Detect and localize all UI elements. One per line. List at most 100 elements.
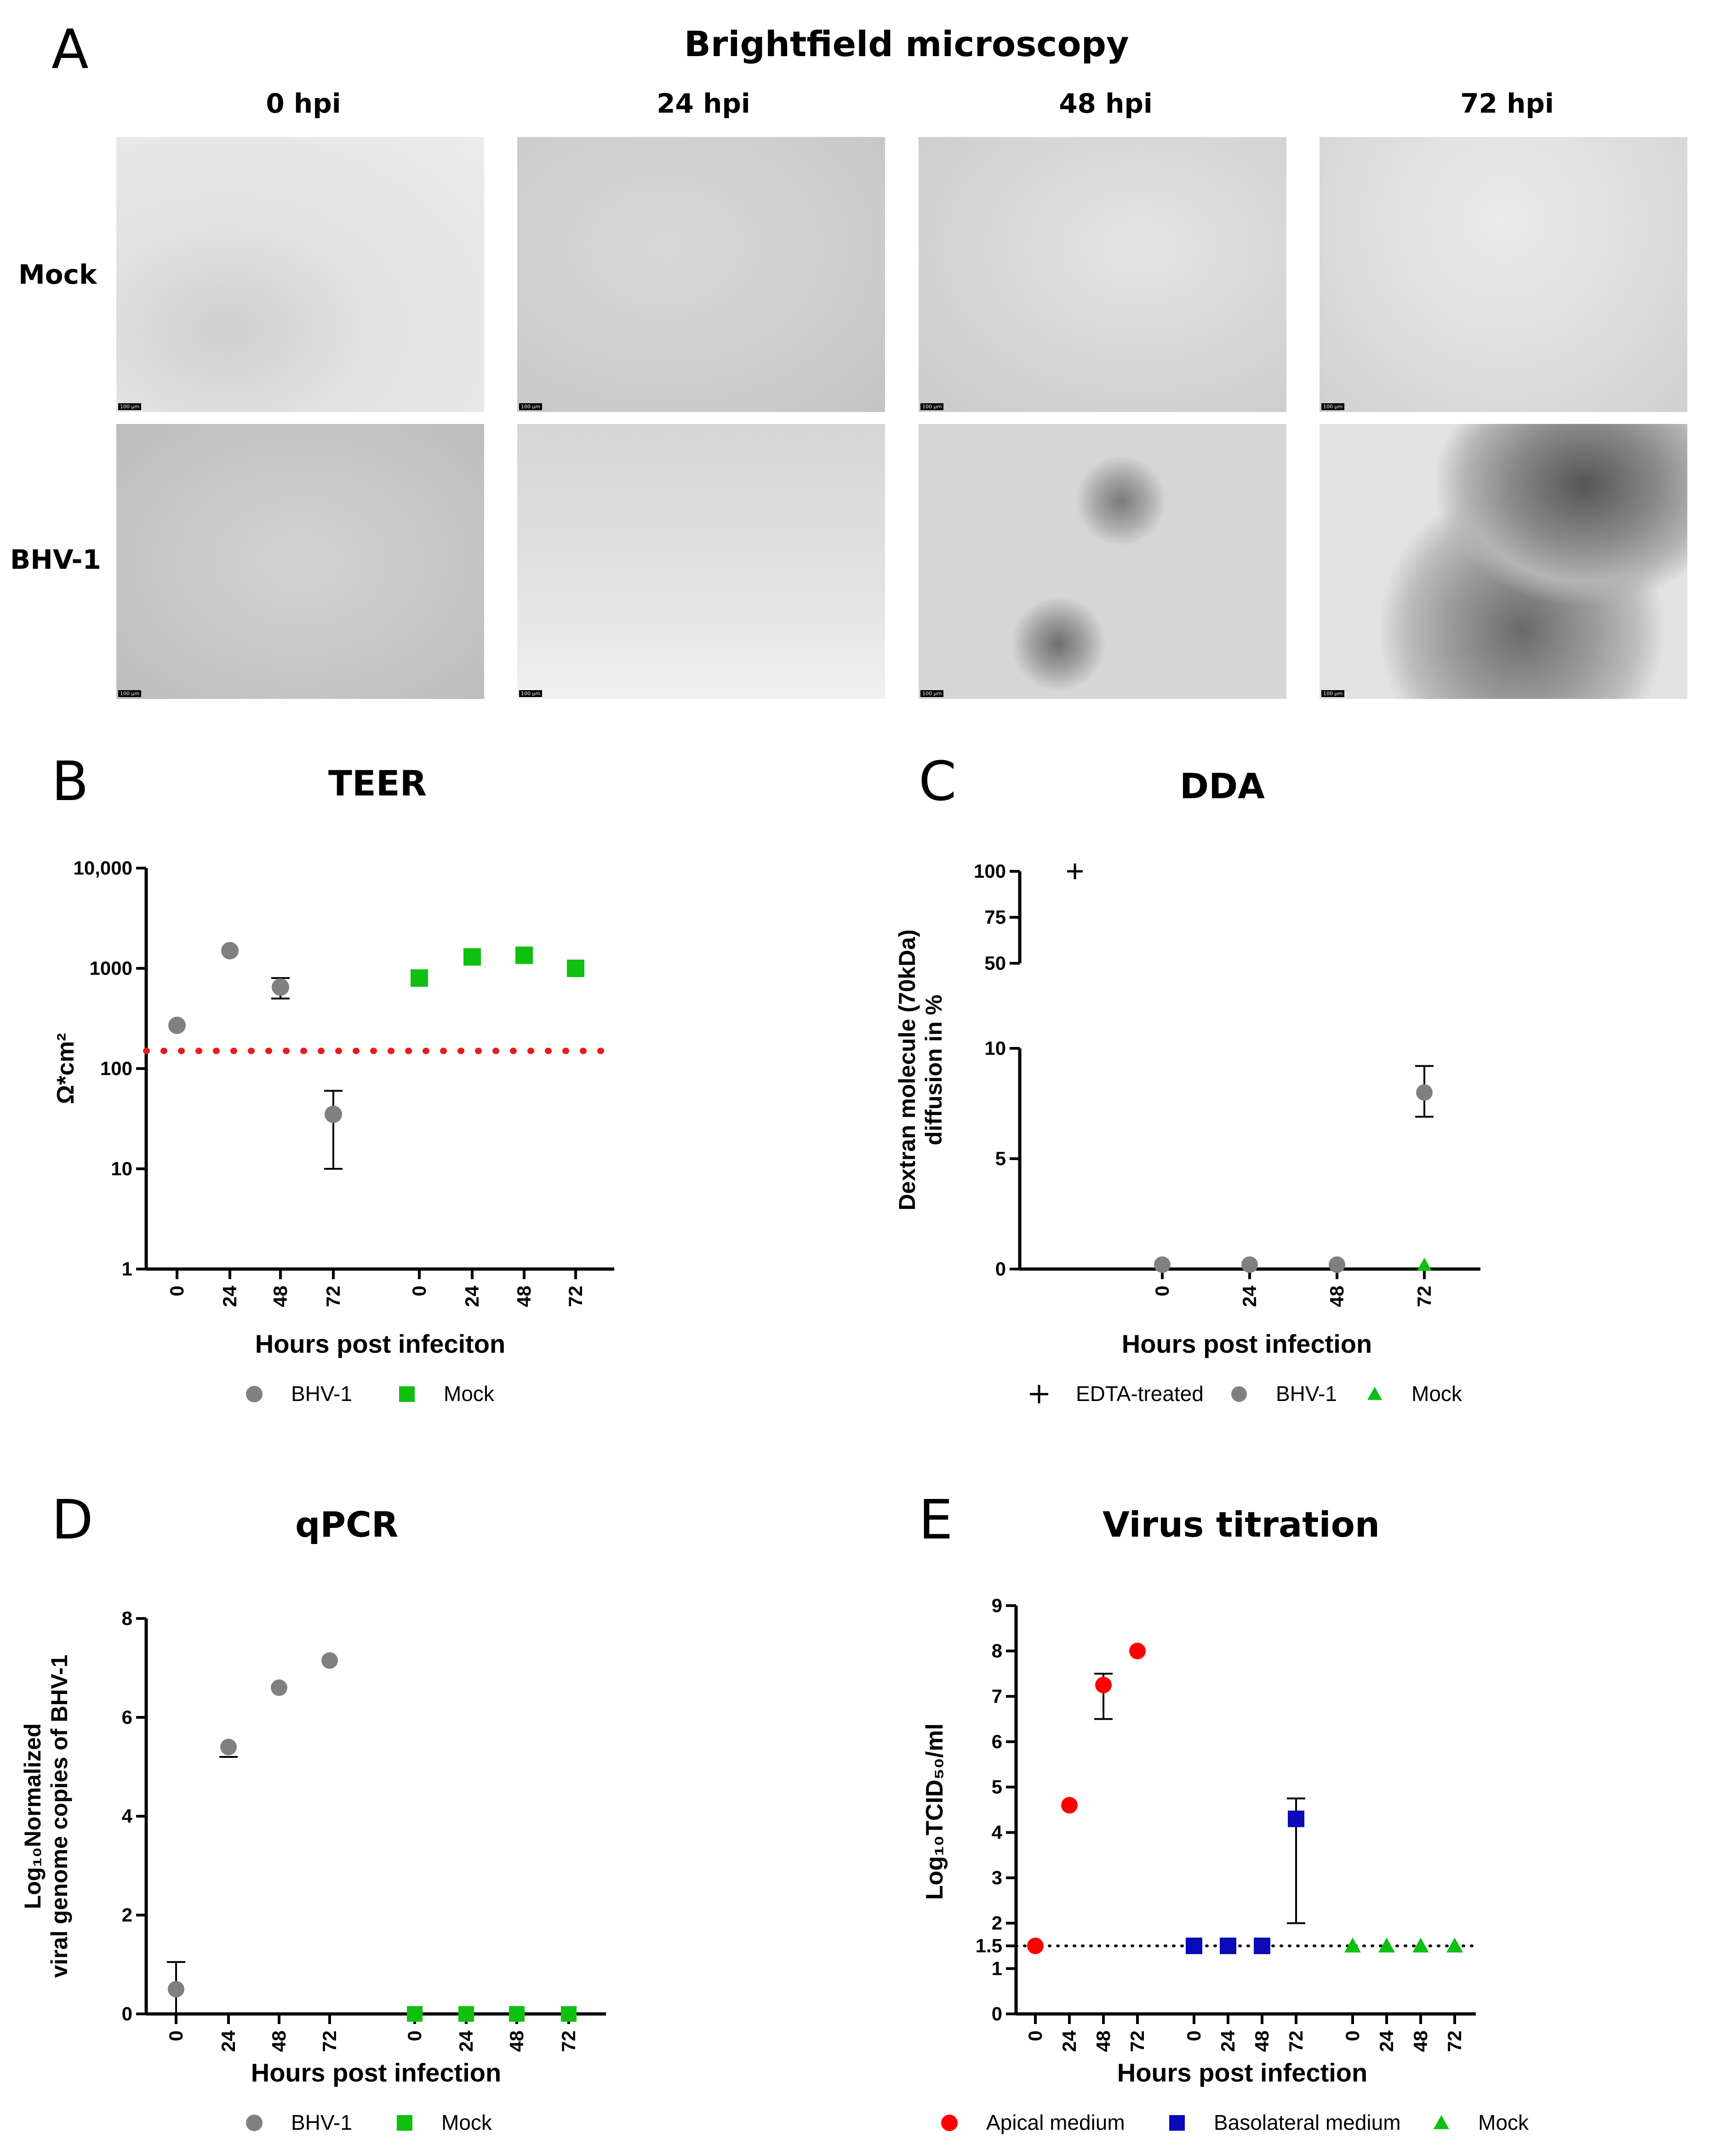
chart-d-xtick-4-label: 0 bbox=[404, 2030, 425, 2041]
chart-d-xlabel: Hours post infection bbox=[251, 2058, 501, 2087]
chart-e-xtick-11-label: 72 bbox=[1444, 2030, 1465, 2052]
scale-bar: 100 µm bbox=[1321, 690, 1345, 697]
chart-d-point-mock-0 bbox=[407, 2006, 423, 2022]
chart-e-virus-titration: 0 11.52 3 4 5 6 7 8 9 0 24 48 72 0 24 48 72 0 24 48 72 Log₁₀T… bbox=[921, 1595, 1529, 2134]
chart-b-point-1-3 bbox=[567, 960, 584, 977]
chart-e-point-2-3 bbox=[1446, 1938, 1463, 1953]
chart-e-ytick-9-label: 8 bbox=[992, 1640, 1002, 1662]
chart-e-xtick-1-label: 24 bbox=[1058, 2030, 1080, 2052]
scale-bar: 100 µm bbox=[118, 690, 142, 697]
chart-e-ytick-10-label: 9 bbox=[992, 1595, 1002, 1616]
chart-c-ytick-lower-1-label: 5 bbox=[995, 1148, 1006, 1169]
micrograph-bhv1-24hpi: 100 µm bbox=[517, 424, 885, 699]
panel-a-title: Brightfield microscopy bbox=[684, 23, 1129, 64]
chart-c-ytick-upper-1-label: 75 bbox=[984, 906, 1006, 928]
micrograph-bhv1-72hpi: 100 µm bbox=[1320, 424, 1687, 699]
legend-label-edta: EDTA-treated bbox=[1076, 1382, 1204, 1406]
chart-b-xtick-3-label: 72 bbox=[322, 1286, 344, 1307]
scale-bar: 100 µm bbox=[519, 403, 543, 410]
chart-d-xtick-7-label: 72 bbox=[558, 2030, 579, 2052]
chart-e-xtick-4-label: 0 bbox=[1183, 2030, 1205, 2041]
chart-c-xtick-3-label: 72 bbox=[1413, 1286, 1435, 1307]
chart-e-point-1-2 bbox=[1254, 1938, 1270, 1954]
column-title-0hpi: 0 hpi bbox=[266, 88, 341, 119]
chart-b-point-1-2 bbox=[515, 946, 533, 964]
micrograph-bhv1-0hpi: 100 µm bbox=[116, 424, 484, 699]
chart-e-xtick-2-label: 48 bbox=[1092, 2030, 1114, 2052]
chart-e-point-2-1 bbox=[1378, 1938, 1395, 1953]
chart-b-ytick-1-label: 10 bbox=[111, 1158, 132, 1179]
chart-b-point-0-3 bbox=[325, 1105, 342, 1123]
chart-e-point-1-1 bbox=[1220, 1938, 1236, 1954]
legend-label-basolateral: Basolateral medium bbox=[1214, 2110, 1401, 2134]
chart-e-point-2-0 bbox=[1344, 1938, 1361, 1953]
panel-letter-d: D bbox=[51, 1488, 93, 1551]
chart-c-xtick-0-label: 0 bbox=[1151, 1286, 1173, 1296]
legend-marker-bhv1 bbox=[246, 2115, 263, 2131]
chart-b-xtick-7-label: 72 bbox=[565, 1286, 586, 1307]
micrograph-mock-48hpi: 100 µm bbox=[919, 137, 1286, 412]
chart-c-xlabel: Hours post infection bbox=[1122, 1329, 1372, 1358]
chart-e-point-0-2 bbox=[1095, 1676, 1112, 1693]
chart-d-xtick-0-label: 0 bbox=[165, 2030, 187, 2041]
chart-c-ylabel-line2: diffusion in % bbox=[921, 995, 947, 1145]
chart-e-point-0-3 bbox=[1129, 1642, 1146, 1659]
panel-letter-c: C bbox=[919, 749, 957, 813]
legend-label-bhv1: BHV-1 bbox=[1276, 1382, 1337, 1406]
chart-c-xtick-2-label: 48 bbox=[1326, 1286, 1348, 1307]
chart-c-ytick-upper-0-label: 50 bbox=[984, 952, 1006, 974]
chart-c-ytick-upper-2-label: 100 bbox=[974, 860, 1006, 882]
panel-letter-b: B bbox=[51, 749, 89, 813]
chart-e-point-2-2 bbox=[1412, 1938, 1429, 1953]
micrograph-mock-72hpi: 100 µm bbox=[1320, 137, 1687, 412]
chart-e-xtick-0-label: 0 bbox=[1024, 2030, 1046, 2041]
chart-e-ytick-2-label: 1.5 bbox=[976, 1935, 1002, 1956]
chart-d-title: qPCR bbox=[295, 1504, 399, 1545]
chart-b-title: TEER bbox=[328, 763, 427, 804]
legend-marker-apical bbox=[941, 2115, 958, 2131]
chart-c-point-bhv1-3 bbox=[1416, 1084, 1433, 1101]
chart-b-xtick-2-label: 48 bbox=[269, 1286, 291, 1307]
chart-d-ylabel-line2: viral genome copies of BHV-1 bbox=[46, 1655, 72, 1978]
chart-e-ytick-0-label: 0 bbox=[992, 2003, 1002, 2024]
scale-bar: 100 µm bbox=[920, 403, 944, 410]
chart-e-xtick-8-label: 0 bbox=[1342, 2030, 1363, 2041]
chart-e-ytick-6-label: 5 bbox=[992, 1776, 1002, 1798]
chart-b-xlabel: Hours post infeciton bbox=[255, 1329, 505, 1358]
chart-c-point-bhv1-0 bbox=[1154, 1256, 1171, 1273]
panel-letter-a: A bbox=[51, 17, 89, 81]
chart-d-point-bhv1-1 bbox=[220, 1739, 237, 1756]
legend-label-mock: Mock bbox=[1478, 2110, 1529, 2134]
legend-label-bhv1: BHV-1 bbox=[291, 2110, 352, 2134]
chart-b-xtick-1-label: 24 bbox=[219, 1285, 240, 1307]
row-title-mock: Mock bbox=[18, 259, 97, 290]
legend-label-apical: Apical medium bbox=[986, 2110, 1125, 2134]
legend-marker-mock bbox=[1367, 1387, 1382, 1400]
legend-label-mock: Mock bbox=[441, 2110, 492, 2134]
legend-marker-mock bbox=[399, 1386, 415, 1402]
chart-e-xtick-7-label: 72 bbox=[1285, 2030, 1307, 2052]
chart-e-ytick-7-label: 6 bbox=[992, 1731, 1002, 1752]
chart-d-ytick-4-label: 8 bbox=[122, 1607, 132, 1629]
chart-e-ylabel: Log₁₀TCID₅₀/ml bbox=[921, 1723, 948, 1900]
chart-b-ytick-3-label: 1000 bbox=[90, 957, 132, 979]
chart-b-ytick-4-label: 10,000 bbox=[74, 857, 132, 879]
chart-d-ytick-3-label: 6 bbox=[122, 1706, 132, 1728]
chart-c-title: DDA bbox=[1180, 766, 1265, 806]
chart-e-ytick-1-label: 1 bbox=[992, 1957, 1002, 1979]
chart-d-point-mock-1 bbox=[458, 2006, 474, 2022]
chart-b-point-1-0 bbox=[411, 969, 428, 987]
chart-b-point-1-1 bbox=[463, 948, 481, 966]
chart-d-xtick-2-label: 48 bbox=[268, 2030, 290, 2052]
chart-b-point-0-0 bbox=[168, 1016, 186, 1034]
panel-letter-e: E bbox=[919, 1488, 953, 1551]
chart-b-ytick-0-label: 1 bbox=[122, 1258, 132, 1280]
chart-d-xtick-6-label: 48 bbox=[506, 2030, 527, 2052]
chart-d-ytick-0-label: 0 bbox=[122, 2003, 132, 2024]
scale-bar: 100 µm bbox=[519, 690, 543, 697]
scale-bar: 100 µm bbox=[1321, 403, 1345, 410]
legend-label-mock: Mock bbox=[444, 1382, 495, 1406]
legend-marker-mock bbox=[397, 2115, 412, 2131]
chart-e-title: Virus titration bbox=[1103, 1504, 1380, 1545]
